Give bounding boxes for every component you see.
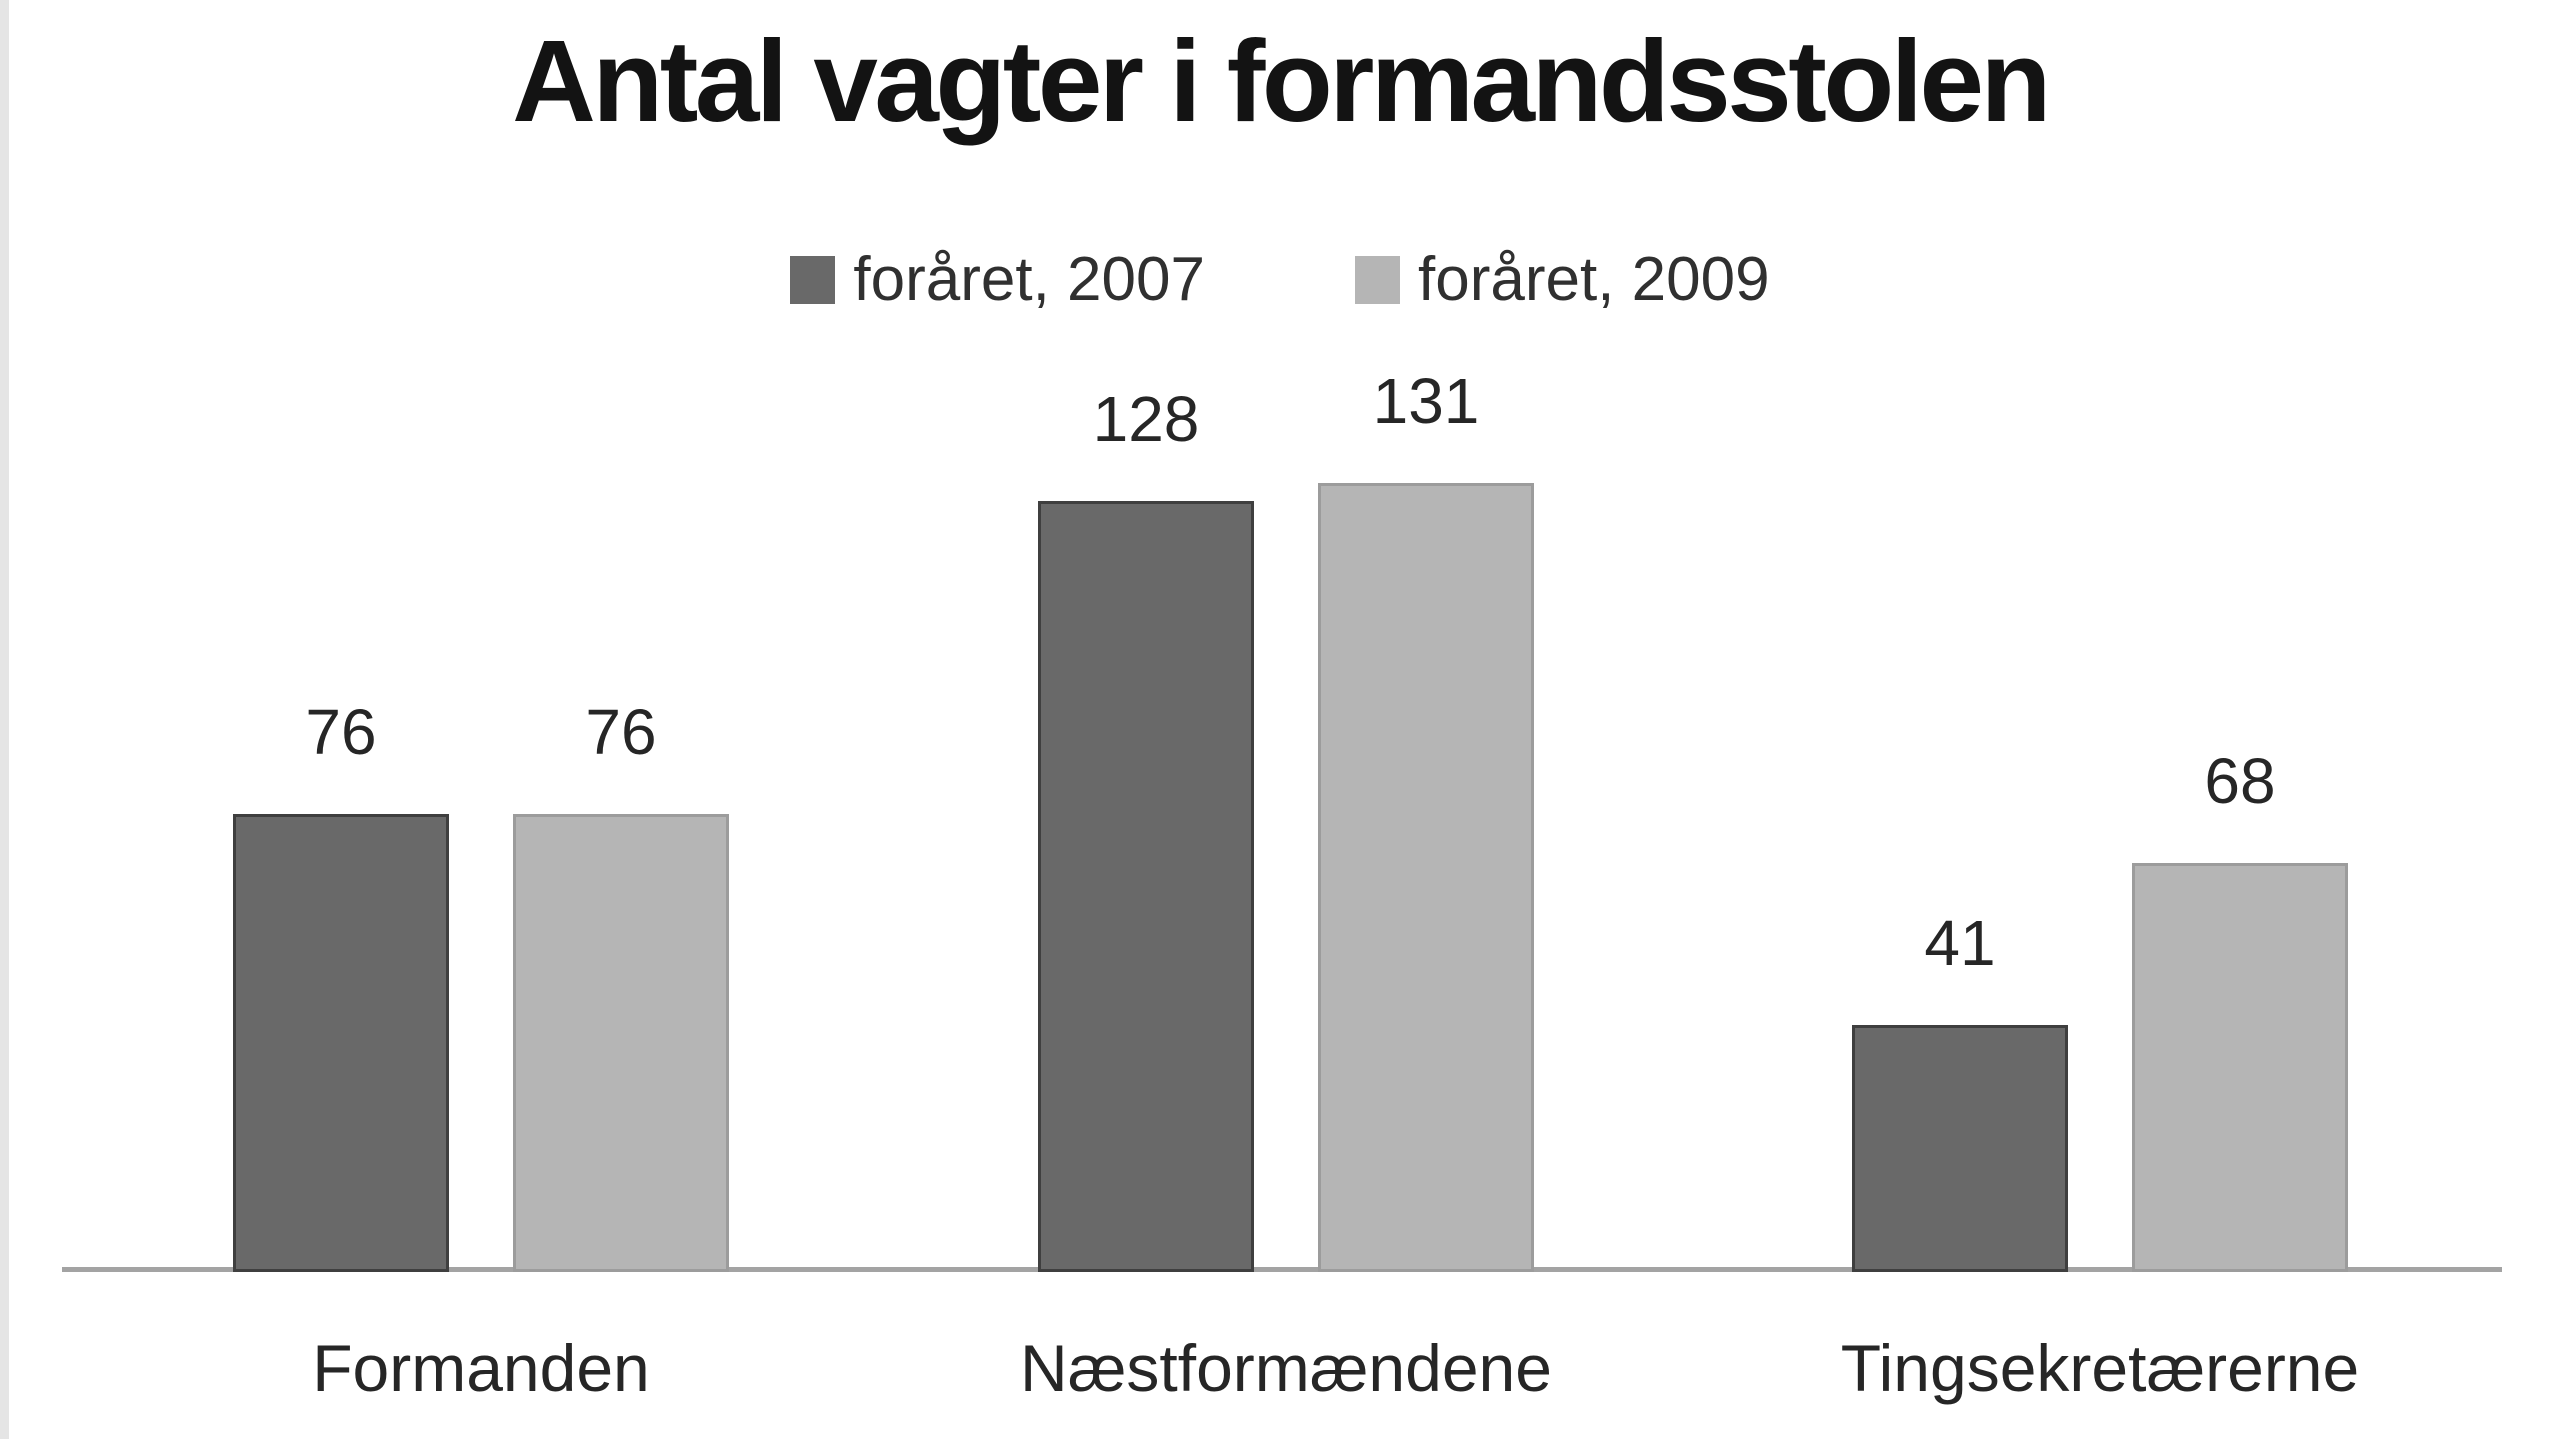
legend-swatch-2009 [1355,255,1400,304]
left-edge-strip [0,0,9,1439]
bar-series1-2 [1038,501,1254,1272]
value-label-series2-2: 131 [1372,365,1480,437]
legend-label-2009: foråret, 2009 [1418,245,1770,314]
bar-series1-1 [233,814,449,1272]
x-axis-line [62,1267,2502,1272]
value-label-series2-1: 76 [585,696,657,768]
legend-swatch-2007 [790,255,836,304]
bar-series2-2 [1318,483,1534,1272]
value-label-series1-1: 76 [305,696,377,768]
legend-label-2007: foråret, 2007 [853,245,1205,314]
legend-item-2009: foråret, 2009 [1355,244,1770,315]
chart-title: Antal vagter i formandsstolen [512,16,2051,146]
value-label-series1-2: 128 [1092,383,1200,455]
bar-series1-3 [1852,1025,2068,1272]
category-label-2: Næstformændene [1020,1331,1552,1405]
bar-series2-1 [513,814,729,1272]
legend: foråret, 2007 foråret, 2009 [0,244,2560,315]
bar-series2-3 [2132,863,2348,1272]
value-label-series2-3: 68 [2204,745,2276,817]
legend-item-2007: foråret, 2007 [790,244,1205,315]
category-label-3: Tingsekretærerne [1840,1331,2360,1405]
value-label-series1-3: 41 [1924,907,1996,979]
category-label-1: Formanden [312,1331,650,1405]
